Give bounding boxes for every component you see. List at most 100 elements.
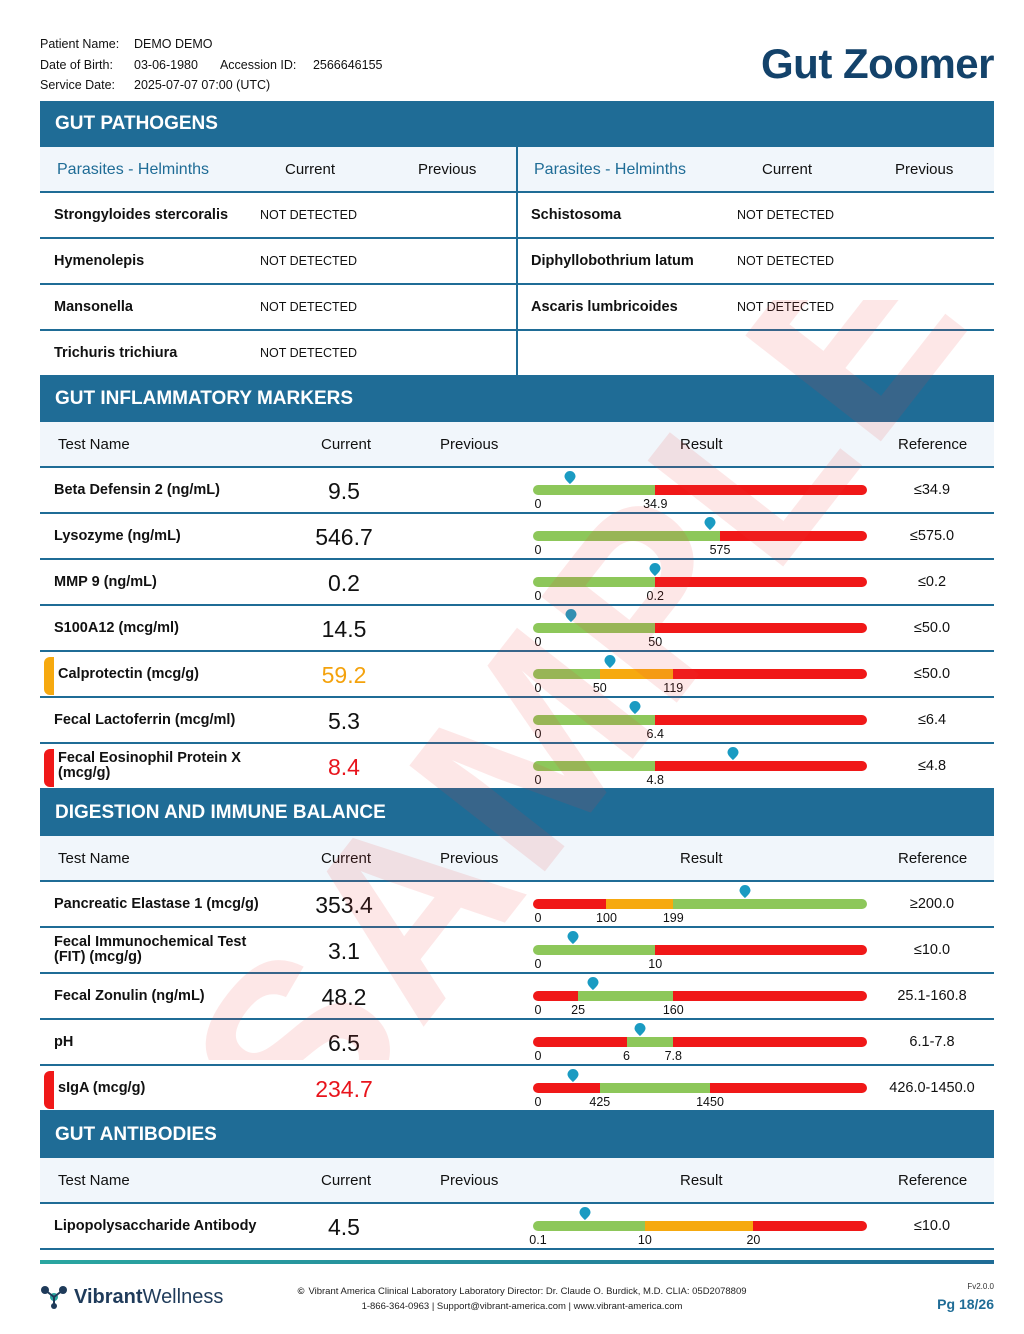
accession-label: Accession ID:	[219, 57, 297, 72]
pathogen-name: Trichuris trichiura	[54, 344, 178, 361]
current-value: 546.7	[315, 524, 373, 550]
digestion-column-header: Test Name Current Previous Result Refere…	[40, 836, 994, 882]
warning-flag	[44, 657, 54, 695]
marker-row: Fecal Immunochemical Test (FIT) (mcg/g) 3…	[40, 928, 994, 974]
result-marker-icon	[727, 747, 739, 760]
footer-divider	[40, 1260, 994, 1264]
logo-text-light: Wellness	[142, 1285, 224, 1308]
result-marker-icon	[564, 471, 576, 484]
column-divider	[516, 147, 518, 376]
reference-range: ≤575.0	[909, 528, 955, 544]
gauge-tick-label: 20	[746, 1233, 761, 1247]
test-name: sIgA (mcg/g)	[58, 1079, 146, 1096]
current-value: 5.3	[328, 708, 360, 734]
gauge-tick-label: 0	[534, 497, 542, 511]
gauge-tick-label: 425	[589, 1095, 611, 1109]
reference-range: ≤50.0	[913, 666, 951, 682]
result-header: Result	[680, 850, 723, 867]
reference-range: ≤10.0	[913, 1218, 951, 1234]
gauge-tick-label: 119	[663, 681, 684, 695]
right-previous-header: Previous	[895, 161, 954, 178]
reference-range: 25.1-160.8	[897, 988, 967, 1004]
patient-name-label: Patient Name:	[40, 37, 120, 51]
gauge-segment-orange	[606, 899, 674, 909]
test-name: Lipopolysaccharide Antibody	[54, 1217, 257, 1234]
previous-header: Previous	[440, 436, 499, 453]
gauge-segment-red	[655, 577, 867, 587]
gauge-segment-red	[655, 715, 867, 725]
gauge-tick-label: 160	[662, 1003, 684, 1017]
gauge-tick-label: 0	[534, 727, 542, 741]
test-name: Beta Defensin 2 (ng/mL)	[54, 481, 220, 498]
test-name: pH	[54, 1033, 74, 1050]
copyright-icon: ©	[297, 1286, 305, 1297]
marker-row: Pancreatic Elastase 1 (mcg/g) 353.4 0 100 19…	[40, 882, 994, 928]
gauge-segment-red	[655, 761, 867, 771]
gauge-tick-label: 10	[637, 1233, 652, 1247]
gauge-bar	[533, 945, 867, 955]
reference-header: Reference	[898, 436, 968, 453]
marker-row: Calprotectin (mcg/g) 59.2 0 50 119 ≤50.0	[40, 652, 994, 698]
pathogen-name: Strongyloides stercoralis	[54, 206, 229, 223]
gauge-segment-red	[533, 899, 607, 909]
gauge-segment-green	[533, 531, 721, 541]
gauge-segment-green	[533, 715, 656, 725]
gauge-segment-green	[533, 945, 656, 955]
result-gauge: 0 575	[533, 514, 867, 560]
gauge-tick-label: 0	[534, 543, 542, 557]
service-date-label: Service Date:	[40, 78, 116, 92]
current-value: 8.4	[328, 754, 360, 780]
result-marker-icon	[567, 931, 579, 944]
reference-header: Reference	[898, 850, 968, 867]
result-marker-icon	[604, 655, 616, 668]
result-marker-icon	[587, 977, 599, 990]
gauge-segment-green	[578, 991, 674, 1001]
section-title-digestion: DIGESTION AND IMMUNE BALANCE	[40, 790, 994, 836]
gauge-segment-red	[673, 991, 867, 1001]
gauge-tick-label: 25	[571, 1003, 586, 1017]
gauge-segment-green	[533, 1221, 645, 1231]
reference-range: 426.0-1450.0	[889, 1080, 975, 1096]
gauge-tick-label: 575	[709, 543, 731, 557]
gauge-tick-label: 0	[534, 1049, 542, 1063]
reference-range: ≤10.0	[913, 942, 951, 958]
footer-line1: Vibrant America Clinical Laboratory Labo…	[308, 1286, 747, 1297]
gauge-tick-label: 0	[534, 773, 542, 787]
marker-row: Fecal Zonulin (ng/mL) 48.2 0 25 160 25.1-160.…	[40, 974, 994, 1020]
test-name-header: Test Name	[58, 850, 130, 867]
current-value: 353.4	[315, 892, 373, 918]
gauge-bar	[533, 899, 867, 909]
gauge-tick-label: 0	[534, 911, 542, 925]
current-header: Current	[321, 1172, 372, 1189]
current-value: 48.2	[321, 984, 367, 1010]
pathogen-result: NOT DETECTED	[737, 300, 834, 314]
marker-row: sIgA (mcg/g) 234.7 0 425 1450 426.0-1450.0	[40, 1066, 994, 1112]
left-group-label: Parasites - Helminths	[57, 161, 210, 178]
current-value: 14.5	[321, 616, 367, 642]
test-name: Pancreatic Elastase 1 (mcg/g)	[54, 895, 259, 912]
gauge-segment-green	[533, 485, 656, 495]
left-previous-header: Previous	[418, 161, 477, 178]
current-value: 0.2	[328, 570, 360, 596]
section-title-pathogens: GUT PATHOGENS	[40, 101, 994, 147]
marker-row: Fecal Eosinophil Protein X (mcg/g) 8.4 0 4.…	[40, 744, 994, 790]
marker-row: Lipopolysaccharide Antibody 4.5 0.1 10 20 ≤10…	[40, 1204, 994, 1250]
gauge-tick-label: 50	[592, 681, 607, 695]
footer-line2: 1-866-364-0963 | Support@vibrant-america…	[361, 1301, 683, 1312]
pathogen-name: Mansonella	[54, 298, 133, 315]
service-date-value: 2025-07-07 07:00 (UTC)	[134, 78, 271, 92]
section-title-inflammatory: GUT INFLAMMATORY MARKERS	[40, 376, 994, 422]
current-value: 234.7	[315, 1076, 373, 1102]
result-marker-icon	[567, 1069, 579, 1082]
result-gauge: 0 50 119	[533, 652, 867, 698]
gauge-segment-red	[673, 669, 867, 679]
right-current-header: Current	[762, 161, 813, 178]
gauge-tick-label: 0	[534, 1095, 542, 1109]
gauge-bar	[533, 991, 867, 1001]
alert-flag	[44, 1071, 54, 1109]
result-marker-icon	[565, 609, 577, 622]
result-marker-icon	[704, 517, 716, 530]
pathogen-name: Diphyllobothrium latum	[531, 252, 694, 269]
gauge-segment-red	[655, 485, 867, 495]
gauge-bar	[533, 623, 867, 633]
